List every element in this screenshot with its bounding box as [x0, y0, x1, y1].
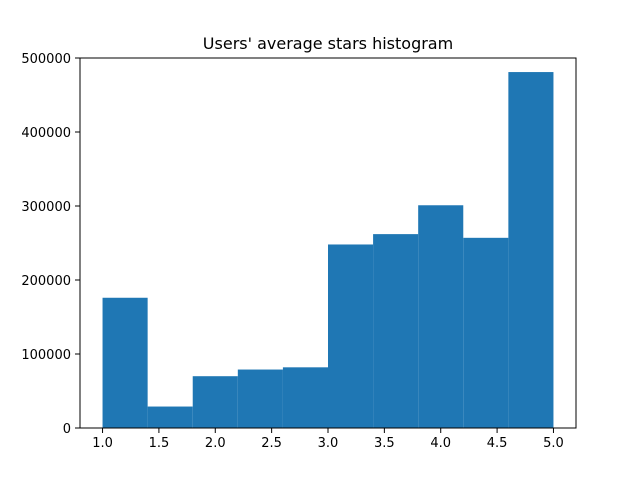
x-tick-label: 1.5 — [149, 436, 170, 451]
y-tick-label: 300000 — [21, 200, 71, 215]
chart-title: Users' average stars histogram — [203, 34, 453, 53]
x-tick-label: 4.0 — [430, 436, 451, 451]
x-tick-label: 5.0 — [543, 436, 564, 451]
x-axis: 1.0 1.5 2.0 2.5 3.0 3.5 4.0 4.5 5.0 — [92, 428, 564, 451]
histogram-bar-4 — [237, 369, 283, 428]
x-tick-label: 2.5 — [261, 436, 282, 451]
y-tick-label: 0 — [63, 422, 71, 437]
x-tick-label: 3.0 — [318, 436, 339, 451]
histogram-bar-1 — [102, 297, 148, 428]
y-tick-label: 100000 — [21, 348, 71, 363]
x-tick-label: 4.5 — [487, 436, 508, 451]
y-tick-label: 200000 — [21, 274, 71, 289]
x-tick-label: 1.0 — [92, 436, 113, 451]
histogram-bar-3 — [192, 376, 238, 428]
histogram-bar-9 — [463, 237, 509, 428]
histogram-bar-10 — [508, 72, 554, 428]
histogram-bar-8 — [418, 205, 464, 428]
histogram-bar-7 — [373, 234, 419, 428]
histogram-bar-6 — [328, 244, 374, 428]
bars-group — [102, 72, 554, 428]
y-tick-label: 500000 — [21, 52, 71, 67]
y-axis: 0 100000 200000 300000 400000 500000 — [21, 52, 80, 437]
y-tick-label: 400000 — [21, 126, 71, 141]
x-tick-label: 2.0 — [205, 436, 226, 451]
histogram-bar-2 — [147, 406, 193, 428]
histogram-bar-5 — [282, 367, 328, 428]
x-tick-label: 3.5 — [374, 436, 395, 451]
